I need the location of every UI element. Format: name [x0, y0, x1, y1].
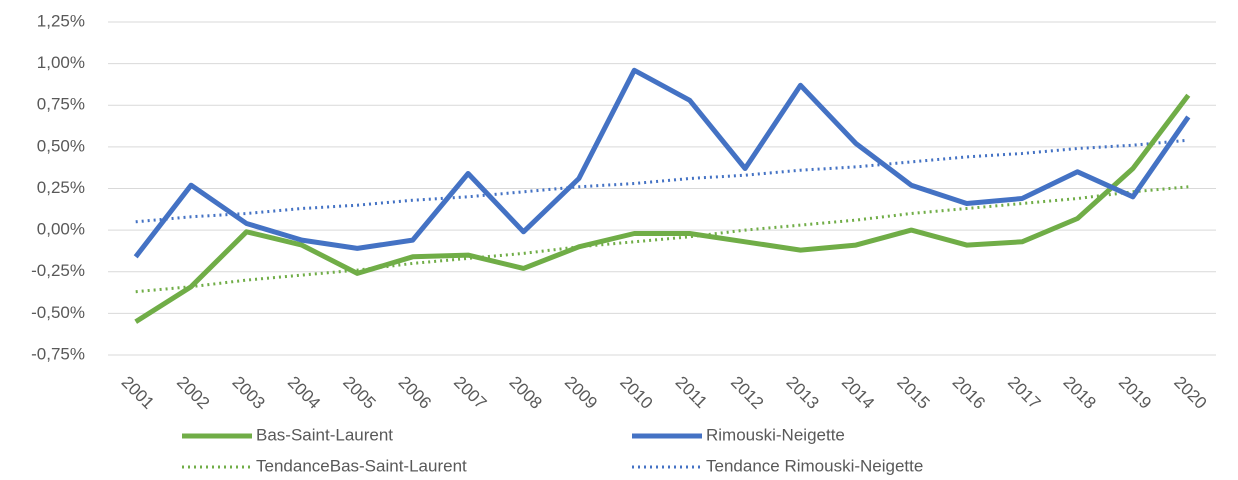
x-tick-label: 2003	[229, 373, 269, 413]
legend-label: TendanceBas-Saint-Laurent	[256, 456, 467, 475]
legend-label: Tendance Rimouski-Neigette	[706, 456, 923, 475]
x-tick-label: 2004	[284, 373, 324, 413]
x-tick-label: 2019	[1115, 373, 1155, 413]
series-line	[133, 67, 1191, 259]
series-line	[135, 138, 1189, 224]
x-tick-label: 2013	[783, 373, 823, 413]
y-tick-label: -0,75%	[31, 344, 85, 363]
x-tick-label: 2016	[949, 373, 989, 413]
x-tick-label: 2006	[395, 373, 435, 413]
legend-label: Bas-Saint-Laurent	[256, 425, 393, 444]
x-tick-label: 2020	[1170, 373, 1210, 413]
y-tick-label: 1,00%	[37, 53, 85, 72]
x-tick-label: 2010	[616, 373, 656, 413]
x-tick-label: 2009	[561, 373, 601, 413]
series-line	[135, 185, 1189, 294]
x-tick-label: 2002	[173, 373, 213, 413]
x-tick-label: 2005	[339, 373, 379, 413]
y-tick-label: -0,50%	[31, 303, 85, 322]
y-tick-label: 1,25%	[37, 11, 85, 30]
x-tick-label: 2012	[727, 373, 767, 413]
x-tick-label: 2015	[893, 373, 933, 413]
y-tick-label: 0,00%	[37, 220, 85, 239]
x-tick-label: 2008	[506, 373, 546, 413]
legend-label: Rimouski-Neigette	[706, 425, 845, 444]
x-tick-label: 2001	[118, 373, 158, 413]
x-tick-label: 2018	[1060, 373, 1100, 413]
x-tick-label: 2007	[450, 373, 490, 413]
y-tick-label: 0,50%	[37, 136, 85, 155]
y-tick-label: -0,25%	[31, 261, 85, 280]
series-line	[134, 93, 1191, 324]
y-tick-label: 0,25%	[37, 178, 85, 197]
y-tick-label: 0,75%	[37, 95, 85, 114]
x-tick-label: 2017	[1004, 373, 1044, 413]
x-tick-label: 2014	[838, 373, 878, 413]
x-tick-label: 2011	[672, 373, 711, 412]
